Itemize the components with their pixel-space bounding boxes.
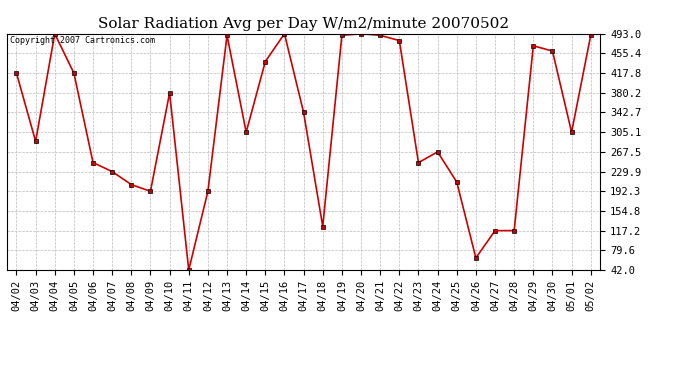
Title: Solar Radiation Avg per Day W/m2/minute 20070502: Solar Radiation Avg per Day W/m2/minute … (98, 17, 509, 31)
Text: Copyright 2007 Cartronics.com: Copyright 2007 Cartronics.com (10, 36, 155, 45)
